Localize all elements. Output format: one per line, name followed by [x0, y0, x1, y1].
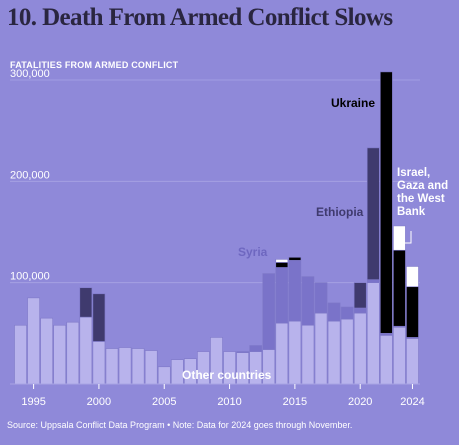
bar-other: [301, 324, 315, 385]
bar-ukraine: [406, 286, 419, 338]
bar-ethiopia: [353, 282, 367, 309]
bar-other: [406, 338, 419, 385]
bar-other: [79, 316, 93, 385]
x-tick-label: 2015: [283, 396, 307, 408]
annotation-israel-gaza-line: Gaza and: [397, 180, 448, 192]
bar-other: [275, 322, 289, 385]
bar-ukraine: [393, 249, 406, 327]
bar-syria: [353, 307, 367, 314]
bar-other: [14, 324, 27, 385]
chart-title: 10. Death From Armed Conflict Slows: [7, 4, 393, 31]
bar-other: [27, 297, 40, 385]
bar-other: [40, 317, 53, 385]
bar-other: [131, 348, 145, 385]
x-tick-label: 1995: [21, 396, 45, 408]
bar-syria: [327, 302, 341, 322]
bar-other: [92, 341, 106, 385]
y-tick-label: 200,000: [10, 169, 50, 181]
annotation-other-countries: Other countries: [182, 368, 272, 382]
bar-other: [366, 282, 380, 385]
x-tick-label: 2010: [217, 396, 241, 408]
bar-other: [340, 318, 354, 385]
bar-other: [380, 335, 393, 385]
bar-syria: [366, 279, 380, 283]
bar-ethiopia: [366, 147, 380, 280]
y-tick-label: 100,000: [10, 271, 50, 283]
bar-other: [66, 321, 80, 385]
bar-israel-gaza: [393, 225, 406, 251]
bar-other: [314, 312, 328, 385]
bar-ethiopia: [79, 287, 93, 318]
x-tick-label: 2000: [87, 396, 111, 408]
bar-other: [327, 320, 341, 385]
annotation-ethiopia: Ethiopia: [316, 205, 364, 219]
bar-syria: [236, 351, 249, 353]
y-tick-label: 300,000: [10, 68, 50, 80]
bar-syria: [301, 276, 315, 326]
bar-other: [144, 350, 158, 385]
bar-other: [288, 320, 302, 385]
bar-other: [157, 366, 171, 385]
bar-other: [353, 312, 367, 385]
bar-israel-gaza: [406, 266, 419, 288]
bar-ukraine: [288, 257, 302, 261]
bar-syria: [380, 333, 393, 336]
annotation-israel-gaza-line: Bank: [397, 206, 426, 218]
source-note: Source: Uppsala Conflict Data Program • …: [7, 420, 353, 430]
bar-syria: [262, 273, 276, 350]
bar-other: [53, 324, 67, 385]
bar-syria: [288, 260, 302, 322]
x-tick-label: 2020: [348, 396, 372, 408]
annotation-syria: Syria: [238, 245, 268, 259]
bar-other: [393, 326, 406, 385]
bar-syria: [249, 345, 263, 352]
bar-other: [105, 348, 119, 385]
bar-ukraine: [380, 71, 393, 334]
bar-ukraine: [275, 262, 289, 268]
x-tick-label: 2005: [152, 396, 176, 408]
annotation-ukraine: Ukraine: [331, 96, 375, 110]
x-tick-label: 2024: [400, 396, 424, 408]
bar-syria: [314, 282, 328, 314]
bar-israel-gaza: [275, 259, 289, 263]
y-axis-label: FATALITIES FROM ARMED CONFLICT: [10, 60, 179, 70]
annotation-israel-gaza-line: the West: [397, 193, 445, 205]
bar-syria: [275, 267, 289, 324]
annotation-leader: [402, 231, 412, 244]
bar-other: [118, 347, 132, 385]
bar-syria: [340, 306, 354, 320]
annotation-israel-gaza-line: Israel,: [397, 167, 430, 179]
bar-ethiopia: [92, 293, 106, 342]
